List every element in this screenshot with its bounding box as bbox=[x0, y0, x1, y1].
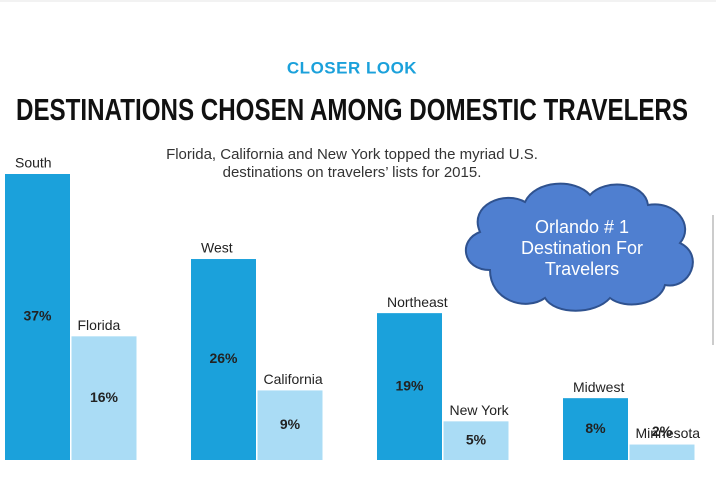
callout-cloud: Orlando # 1 Destination For Travelers bbox=[464, 182, 694, 312]
value-label: 5% bbox=[466, 431, 487, 447]
category-label: Florida bbox=[78, 317, 121, 333]
value-label: 26% bbox=[209, 350, 238, 366]
category-label: South bbox=[15, 155, 52, 171]
value-label: 16% bbox=[90, 389, 119, 405]
bar bbox=[563, 398, 628, 460]
value-label: 19% bbox=[395, 377, 424, 393]
bar bbox=[377, 313, 442, 460]
bars: South 37% West 26% Northeast 19% Midwest 8% Flor… bbox=[5, 155, 700, 460]
value-label: 2% bbox=[652, 423, 673, 439]
subtitle: Florida, California and New York topped … bbox=[166, 146, 538, 163]
category-label: Minnesota bbox=[636, 425, 701, 441]
category-label: Midwest bbox=[573, 379, 624, 395]
category-label: New York bbox=[450, 402, 510, 418]
value-label: 37% bbox=[23, 308, 52, 324]
kicker: CLOSER LOOK bbox=[287, 58, 417, 77]
value-label: 9% bbox=[280, 416, 301, 432]
bar bbox=[191, 259, 256, 460]
cloud-shape bbox=[464, 182, 694, 312]
bar bbox=[629, 444, 695, 460]
category-label: California bbox=[264, 371, 323, 387]
bar bbox=[71, 336, 137, 460]
subtitle: destinations on travelers’ lists for 201… bbox=[223, 164, 482, 181]
callout-text: Travelers bbox=[545, 259, 619, 279]
bar bbox=[5, 174, 70, 460]
chart-title: DESTINATIONS CHOSEN AMONG DOMESTIC TRAVE… bbox=[16, 92, 688, 127]
value-label: 8% bbox=[585, 420, 606, 436]
callout-text: Destination For bbox=[521, 238, 643, 258]
category-label: West bbox=[201, 240, 233, 256]
category-label: Northeast bbox=[387, 294, 448, 310]
callout-text: Orlando # 1 bbox=[535, 217, 629, 237]
bar bbox=[257, 390, 323, 460]
bar bbox=[443, 421, 509, 460]
